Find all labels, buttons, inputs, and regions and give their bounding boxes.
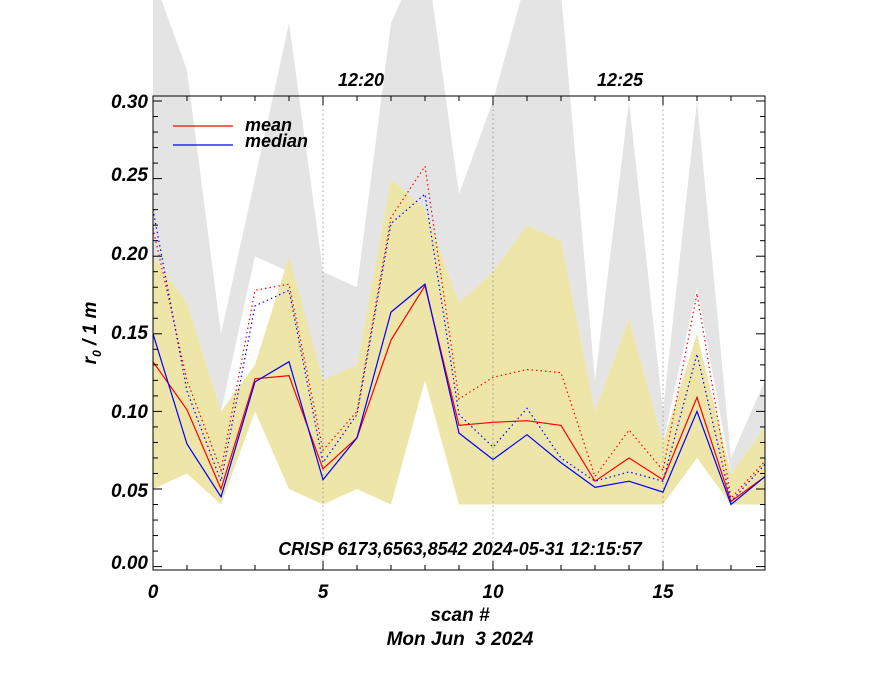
series-line-mean_p xyxy=(152,164,766,500)
series-line-median xyxy=(152,283,766,506)
y-tick-labels: 0.00 0.05 0.10 0.15 0.20 0.25 0.30 xyxy=(111,92,148,574)
x-tick-labels: 0 5 10 15 xyxy=(148,582,674,603)
legend: mean median xyxy=(173,115,308,151)
y-tick-label: 0.30 xyxy=(111,92,148,113)
chart-annotation: CRISP 6173,6563,8542 2024-05-31 12:15:57 xyxy=(278,539,643,559)
y-tick-label: 0.25 xyxy=(111,165,148,186)
axis-ticks xyxy=(152,96,766,570)
confidence-bands xyxy=(153,0,765,505)
y-axis-label-main: r xyxy=(80,355,101,364)
y-axis-label: r0 / 1 m xyxy=(80,302,104,365)
x-tick-label: 5 xyxy=(318,582,329,603)
x-tick-label: 0 xyxy=(148,582,159,603)
x-tick-label: 15 xyxy=(652,582,674,603)
x-tick-label: 10 xyxy=(482,582,504,603)
legend-label-median: median xyxy=(245,131,308,151)
y-tick-label: 0.20 xyxy=(111,244,148,265)
y-axis-label-rest: / 1 m xyxy=(80,302,101,351)
legend-label-mean: mean xyxy=(245,115,292,135)
date-label: Mon Jun 3 2024 xyxy=(387,629,534,650)
series-group xyxy=(152,164,766,506)
y-tick-label: 0.00 xyxy=(111,553,148,574)
y-tick-label: 0.05 xyxy=(111,481,148,502)
time-label: 12:25 xyxy=(597,70,644,90)
time-labels: 12:20 12:25 xyxy=(338,70,644,90)
time-label: 12:20 xyxy=(338,70,384,90)
series-line-mean xyxy=(152,284,766,503)
y-tick-label: 0.15 xyxy=(111,323,148,344)
series-line-median_p xyxy=(152,192,766,503)
y-tick-label: 0.10 xyxy=(111,402,148,423)
x-axis-label: scan # xyxy=(430,605,490,626)
gray-band xyxy=(153,0,765,474)
y-axis-label-sub: 0 xyxy=(90,350,104,357)
